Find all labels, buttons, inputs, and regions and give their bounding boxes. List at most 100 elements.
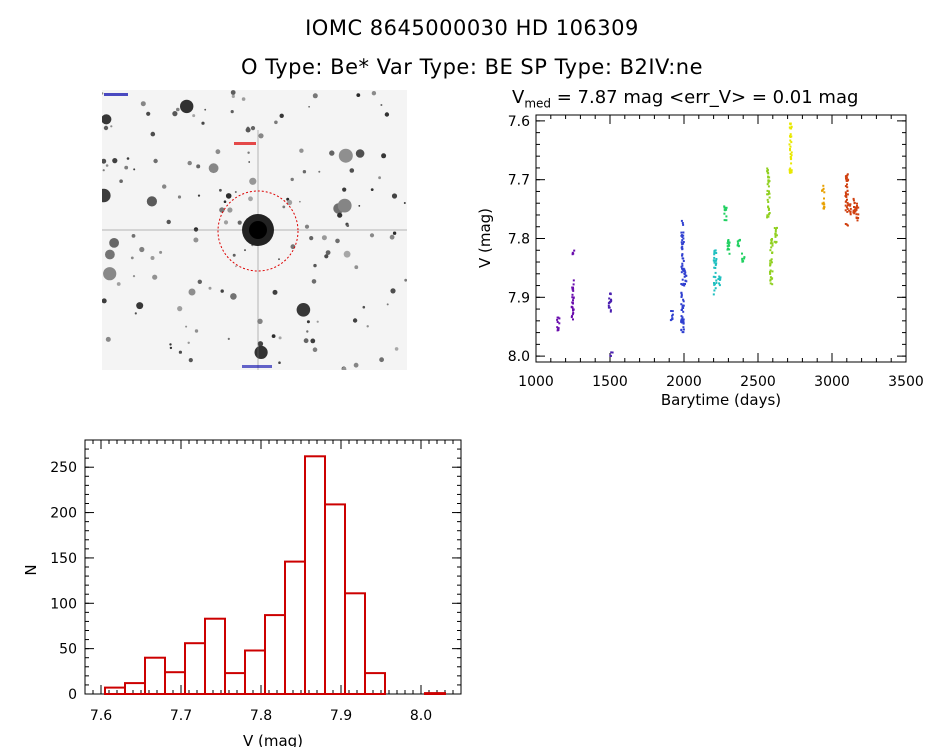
lightcurve-point bbox=[849, 207, 852, 210]
lightcurve-point bbox=[680, 328, 683, 331]
histogram-plot: 7.6 7.7 7.8 7.9 8.0 0 50 100 150 200 250 V (mag) N bbox=[22, 439, 462, 747]
finder-star bbox=[112, 158, 118, 164]
lightcurve-point bbox=[680, 283, 683, 285]
finder-star bbox=[130, 256, 134, 260]
chart-subtitle: O Type: Be* Var Type: BE SP Type: B2IV:n… bbox=[240, 55, 703, 79]
finder-star bbox=[352, 318, 358, 323]
lightcurve-point bbox=[571, 293, 574, 296]
lightcurve-point bbox=[714, 264, 717, 267]
finder-star bbox=[105, 164, 109, 167]
finder-star bbox=[299, 148, 304, 153]
lightcurve-point bbox=[682, 298, 685, 301]
histogram-bar bbox=[164, 671, 186, 695]
lightcurve-point bbox=[718, 282, 721, 285]
lightcurve-point bbox=[767, 206, 770, 209]
finder-star bbox=[356, 93, 361, 97]
lightcurve-point bbox=[766, 214, 769, 217]
lightcurve-point bbox=[712, 275, 715, 278]
finder-star bbox=[102, 92, 104, 95]
lightcurve-point bbox=[768, 192, 770, 195]
lightcurve-point bbox=[608, 297, 611, 300]
finder-star bbox=[312, 347, 318, 353]
lightcurve-point bbox=[853, 202, 856, 205]
histogram-bar bbox=[344, 592, 366, 695]
lightcurve-point bbox=[725, 206, 728, 209]
lightcurve-point bbox=[572, 283, 575, 286]
finder-star bbox=[153, 158, 158, 164]
lightcurve-y-tick-label: 8.0 bbox=[508, 349, 530, 365]
histogram-bar bbox=[324, 503, 346, 696]
lightcurve-point bbox=[771, 251, 774, 254]
finder-star bbox=[346, 224, 350, 228]
finder-image bbox=[102, 90, 407, 370]
lightcurve-point bbox=[682, 307, 685, 309]
lightcurve-point bbox=[671, 317, 674, 320]
lightcurve-point bbox=[770, 261, 773, 264]
lightcurve-title-subscript: med bbox=[524, 96, 552, 111]
lightcurve-point bbox=[713, 282, 715, 284]
finder-bottom-mark bbox=[242, 365, 272, 368]
lightcurve-point bbox=[680, 271, 683, 274]
lightcurve-frame bbox=[535, 114, 907, 363]
lightcurve-point bbox=[681, 222, 684, 224]
lightcurve-point bbox=[776, 226, 778, 229]
finder-star bbox=[321, 235, 327, 241]
lightcurve-point bbox=[682, 326, 685, 329]
chart-title: IOMC 8645000030 HD 106309 bbox=[305, 16, 639, 40]
lightcurve-point bbox=[855, 216, 858, 219]
lightcurve-point bbox=[771, 270, 774, 273]
histogram-x-tick-label: 7.7 bbox=[170, 708, 192, 724]
finder-star bbox=[355, 149, 365, 158]
lightcurve-point bbox=[822, 184, 825, 187]
finder-star bbox=[197, 279, 202, 284]
lightcurve-point bbox=[739, 238, 741, 241]
finder-star bbox=[257, 341, 264, 347]
finder-star bbox=[180, 99, 194, 114]
lightcurve-y-tick-label: 7.7 bbox=[508, 173, 530, 189]
finder-star bbox=[304, 224, 310, 229]
lightcurve-point bbox=[682, 260, 685, 262]
target-label-mark bbox=[234, 142, 256, 145]
lightcurve-point bbox=[682, 237, 685, 240]
lightcurve-point bbox=[766, 169, 769, 171]
finder-star bbox=[131, 234, 136, 238]
lightcurve-point bbox=[681, 278, 684, 281]
lightcurve-point bbox=[790, 151, 793, 154]
histogram-y-tick-label: 200 bbox=[50, 506, 77, 522]
lightcurve-point bbox=[572, 279, 575, 282]
lightcurve-point bbox=[681, 253, 684, 256]
lightcurve-point bbox=[570, 316, 573, 319]
histogram-y-tick-label: 0 bbox=[68, 687, 77, 703]
lightcurve-point bbox=[771, 242, 774, 245]
finder-star bbox=[146, 111, 151, 116]
target-circle bbox=[217, 190, 299, 272]
lightcurve-y-tick-label: 7.9 bbox=[508, 290, 530, 306]
finder-star bbox=[324, 254, 329, 259]
finder-star bbox=[119, 179, 123, 183]
lightcurve-point bbox=[714, 287, 717, 290]
finder-star bbox=[286, 199, 293, 206]
lightcurve-point bbox=[556, 326, 559, 329]
finder-star bbox=[102, 188, 111, 203]
lightcurve-point bbox=[609, 292, 612, 295]
lightcurve-point bbox=[610, 298, 612, 301]
finder-star bbox=[362, 305, 366, 309]
finder-star bbox=[378, 176, 381, 180]
lightcurve-point bbox=[849, 211, 852, 214]
finder-star bbox=[312, 93, 318, 99]
finder-star bbox=[316, 320, 319, 323]
finder-star bbox=[349, 168, 355, 173]
lightcurve-point bbox=[682, 328, 685, 331]
lightcurve-point bbox=[844, 209, 847, 212]
finder-star bbox=[335, 238, 340, 244]
lightcurve-point bbox=[723, 219, 726, 222]
lightcurve-point bbox=[682, 304, 685, 307]
lightcurve-point bbox=[682, 257, 685, 260]
lightcurve-point bbox=[823, 206, 826, 209]
lightcurve-point bbox=[774, 235, 777, 238]
finder-star bbox=[306, 320, 310, 324]
finder-star bbox=[244, 249, 246, 252]
lightcurve-point bbox=[844, 223, 847, 225]
finder-star bbox=[159, 250, 163, 254]
lightcurve-point bbox=[609, 354, 612, 357]
